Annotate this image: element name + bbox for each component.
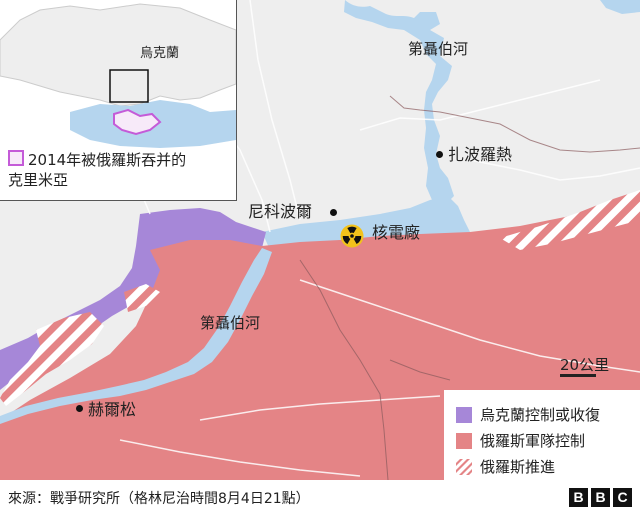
legend-swatch-russian-control [456, 433, 472, 449]
radiation-trefoil-icon [340, 224, 364, 248]
legend-swatch-russian-advance [456, 459, 472, 475]
river-upper-channels [344, 0, 454, 204]
city-label-zaporizhzhia: 扎波羅熱 [448, 145, 513, 164]
inset-legend-line1: 2014年被俄羅斯吞并的 [28, 151, 187, 169]
inset-ukraine-shape [0, 3, 236, 107]
bbc-logo-letter-3: C [613, 488, 632, 507]
inset-country-label: 烏克蘭 [140, 46, 180, 61]
legend-swatch-ukraine [456, 407, 472, 423]
legend-label-russian-advance: 俄羅斯推進 [480, 458, 556, 476]
inset-legend: 2014年被俄羅斯吞并的 克里米亞 [8, 150, 186, 190]
inset-crimea-outline [113, 108, 162, 136]
river-top-right [600, 0, 640, 14]
river-over-occupied [0, 248, 272, 424]
city-marker-kherson [76, 405, 83, 412]
inset-focus-box [109, 69, 149, 103]
river-label-south: 第聶伯河 [200, 314, 261, 332]
city-marker-nikopol [330, 209, 337, 216]
inset-locator-map: 烏克蘭 2014年被俄羅斯吞并的 克里米亞 [0, 0, 237, 201]
city-label-nikopol: 尼科波爾 [248, 202, 313, 221]
bbc-logo-letter-1: B [569, 488, 588, 507]
legend-item-russian-control: 俄羅斯軍隊控制 [456, 430, 585, 451]
admin-borders [299, 95, 640, 480]
crimea-swatch [8, 150, 24, 166]
nuclear-plant-label: 核電廠 [372, 223, 421, 242]
scale-label: 20公里 [560, 356, 610, 374]
legend-item-russian-advance: 俄羅斯推進 [456, 456, 555, 477]
bbc-logo: B B C [569, 488, 632, 507]
legend-label-russian-control: 俄羅斯軍隊控制 [480, 432, 586, 450]
river-label-north: 第聶伯河 [408, 40, 469, 58]
city-label-kherson: 赫爾松 [88, 400, 137, 419]
scale-bar [560, 374, 596, 377]
russian-advance-area-east [500, 190, 640, 250]
russian-advance-area-north [124, 284, 160, 312]
russian-advance-area-west [0, 312, 104, 406]
inset-legend-line2: 克里米亞 [8, 171, 69, 189]
legend-label-ukraine: 烏克蘭控制或收復 [480, 406, 601, 424]
city-marker-zaporizhzhia [436, 151, 443, 158]
footer: 來源：戰爭研究所（格林尼治時間8月4日21點） B B C [0, 480, 640, 512]
legend-item-ukraine: 烏克蘭控制或收復 [456, 404, 600, 425]
source-credit: 來源：戰爭研究所（格林尼治時間8月4日21點） [8, 491, 310, 507]
inset-map-canvas [0, 0, 236, 200]
map-legend: 烏克蘭控制或收復 俄羅斯軍隊控制 俄羅斯推進 [444, 390, 640, 480]
bbc-logo-letter-2: B [591, 488, 610, 507]
